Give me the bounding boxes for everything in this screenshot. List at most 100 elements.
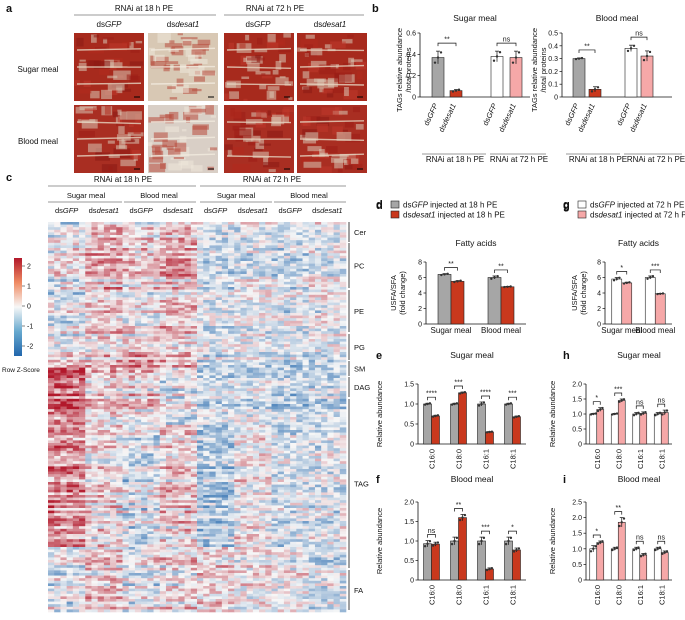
heatmap-cell [141,255,148,259]
heatmap-cell [153,456,161,459]
heatmap-cell [302,453,310,457]
heatmap-cell [66,391,74,394]
heatmap-cell [290,287,297,290]
heatmap-cell [159,461,167,465]
heatmap-cell [314,287,322,290]
heatmap-cell [153,362,161,366]
heatmap-cell [165,289,173,293]
heatmap-cell [184,385,192,389]
heatmap-cell [197,248,204,251]
heatmap-cell [240,365,247,368]
heatmap-cell [209,232,216,236]
heatmap-cell [333,258,341,262]
heatmap-cell [178,263,185,267]
heatmap-cell [85,456,92,459]
heatmap-cell [215,445,223,449]
heatmap-cell [79,255,86,259]
heatmap-cell [48,396,55,400]
heatmap-cell [271,248,279,251]
heatmap-cell [221,307,229,311]
heatmap-cell [128,281,136,285]
heatmap-cell [97,248,105,251]
photo-texture [326,91,334,98]
heatmap-cell [48,461,55,465]
photo-texture [301,156,310,163]
photo-segment-line [76,136,142,140]
heatmap-cell [228,289,235,293]
heatmap-cell [240,419,247,423]
heatmap-cell [314,406,322,410]
heatmap-cell [190,396,198,400]
heatmap-cell [221,331,229,335]
heatmap-cell [172,255,179,259]
heatmap-cell [178,331,185,335]
heatmap-cell [296,245,303,249]
heatmap-cell [228,463,235,467]
heatmap-cell [54,248,61,251]
heatmap-cell [339,417,347,420]
photo-texture [261,75,273,79]
photo-texture [153,54,165,62]
heatmap-cell [48,448,55,452]
heatmap-cell [172,414,179,418]
heatmap-cell [209,229,216,233]
heatmap-cell [97,435,105,439]
heatmap-cell [302,406,310,410]
heatmap-cell [110,456,117,459]
heatmap-cell [290,396,297,400]
heatmap-cell [190,289,198,293]
heatmap-cell [54,279,61,283]
heatmap-cell [147,268,154,272]
heatmap-cell [141,271,148,275]
heatmap-cell [215,372,223,376]
heatmap-cell [184,456,192,459]
heatmap-cell [66,445,74,449]
heatmap-cell [172,326,179,329]
heatmap-cell [296,271,303,275]
heatmap-cell [277,391,285,394]
heatmap-cell [122,359,130,363]
heatmap-cell [147,331,154,335]
heatmap-cell [103,227,111,231]
heatmap-cell [234,276,241,280]
heatmap-cell [209,354,216,358]
heatmap-cell [234,352,241,355]
heatmap-cell [308,380,316,384]
heatmap-cell [234,383,241,387]
heatmap-cell [54,463,61,467]
heatmap-cell [141,469,148,472]
heatmap-cell [314,461,322,465]
heatmap-cell [321,463,328,467]
heatmap-cell [209,305,216,309]
heatmap-cell [110,435,117,439]
heatmap-cell [209,274,216,277]
heatmap-cell [209,448,216,452]
heatmap-cell [110,237,117,241]
heatmap-cell [228,378,235,381]
heatmap-cell [184,274,192,277]
heatmap-cell [190,383,198,387]
heatmap-cell [122,357,130,361]
heatmap-cell [246,333,254,337]
heatmap-cell [314,331,322,335]
heatmap-cell [333,419,341,423]
heatmap-cell [60,294,67,298]
heatmap-cell [302,463,310,467]
heatmap-cell [339,391,347,394]
photo-texture [234,129,252,139]
heatmap-cell [277,320,285,324]
heatmap-cell [308,235,316,238]
heatmap-cell [197,341,204,345]
heatmap-cell [283,222,291,225]
heatmap-cell [296,229,303,233]
heatmap-cell [116,414,123,418]
heatmap-cell [85,370,92,374]
heatmap-cell [72,235,80,238]
heatmap-cell [215,409,223,413]
heatmap-cell [122,414,130,418]
heatmap-cell [215,258,223,262]
heatmap-cell [296,349,303,353]
heatmap-cell [91,375,98,379]
heatmap-cell [197,414,204,418]
heatmap-cell [48,424,55,428]
